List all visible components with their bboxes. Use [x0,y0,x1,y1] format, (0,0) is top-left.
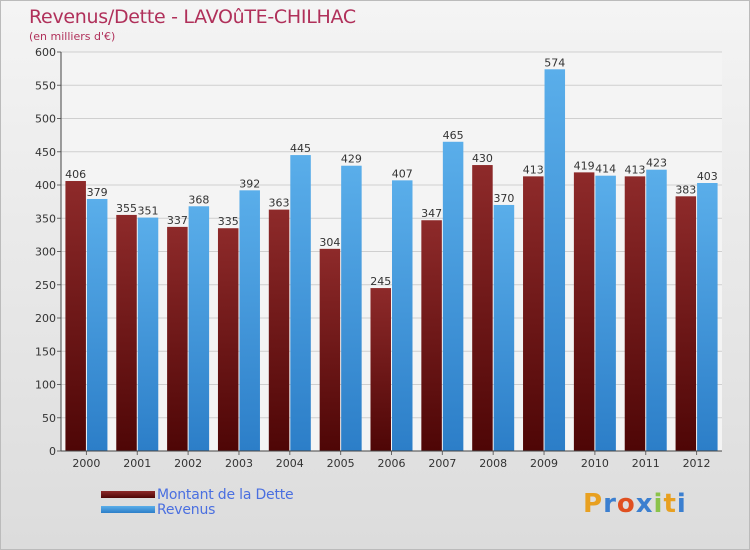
data-label-revenue: 368 [188,193,209,206]
chart-legend: Montant de la Dette Revenus [101,486,294,518]
data-label-debt: 383 [675,183,696,196]
proxiti-logo: Proxiti [583,489,687,519]
logo-letter: r [603,489,617,519]
data-label-debt: 245 [370,275,391,288]
x-tick-label: 2007 [428,457,456,470]
bar-debt [675,196,697,451]
bar-revenue [595,175,616,451]
x-tick-label: 2005 [327,457,355,470]
bar-debt [116,214,137,451]
y-tick-label: 550 [35,79,56,92]
legend-item-revenue: Revenus [101,501,293,518]
data-label-debt: 337 [167,214,188,227]
x-tick-label: 2006 [378,457,406,470]
y-tick-label: 50 [42,412,56,425]
logo-letter: x [635,489,654,519]
data-label-revenue: 379 [87,186,108,199]
x-tick-label: 2004 [276,457,304,470]
legend-swatch-revenue [101,506,155,513]
legend-item-debt: Montant de la Dette [101,486,294,503]
bar-debt [523,176,544,452]
data-label-debt: 413 [523,163,544,176]
logo-letter: i [676,489,687,519]
x-tick-label: 2002 [174,457,202,470]
legend-label-debt: Montant de la Dette [157,486,294,503]
bar-revenue [188,206,210,451]
data-label-revenue: 574 [544,56,565,69]
data-label-debt: 335 [218,215,239,228]
bar-debt [65,181,86,451]
data-label-debt: 304 [319,236,340,249]
data-label-revenue: 351 [138,205,159,218]
data-label-debt: 363 [269,197,290,210]
data-label-revenue: 407 [392,167,413,180]
y-tick-label: 500 [35,113,56,126]
bar-debt [319,248,341,451]
y-tick-label: 300 [35,246,56,259]
data-label-debt: 347 [421,207,442,220]
chart-title: Revenus/Dette - LAVOûTE-CHILHAC [29,6,356,28]
legend-swatch-debt [101,491,155,498]
bar-debt [573,172,595,452]
y-tick-label: 100 [35,379,56,392]
data-label-debt: 355 [116,202,137,215]
logo-letter: P [583,489,604,519]
data-label-debt: 406 [65,168,86,181]
bar-debt [217,228,239,451]
bar-debt [472,165,493,452]
bar-debt [421,220,442,451]
bar-revenue [341,165,362,451]
bar-revenue [544,69,566,451]
y-tick-label: 350 [35,212,56,225]
bar-revenue [86,198,108,451]
x-tick-label: 2000 [72,457,100,470]
bar-revenue [646,169,667,451]
data-label-debt: 419 [574,159,595,172]
x-tick-label: 2001 [123,457,151,470]
bar-debt [370,288,391,451]
data-label-debt: 413 [624,163,645,176]
y-tick-label: 150 [35,345,56,358]
y-tick-label: 250 [35,279,56,292]
data-label-revenue: 429 [341,153,362,166]
x-tick-label: 2011 [632,457,660,470]
x-tick-label: 2012 [683,457,711,470]
data-label-revenue: 370 [493,192,514,205]
logo-letter: o [616,489,636,519]
bar-debt [167,226,188,451]
data-label-revenue: 465 [443,129,464,142]
bar-revenue [290,155,311,451]
data-label-revenue: 392 [239,177,260,190]
x-tick-label: 2003 [225,457,253,470]
y-tick-label: 400 [35,179,56,192]
y-tick-label: 450 [35,146,56,159]
bar-revenue [239,190,260,451]
x-tick-label: 2009 [530,457,558,470]
x-tick-label: 2008 [479,457,507,470]
bar-revenue [697,183,718,451]
bar-revenue [442,141,464,451]
bar-revenue [137,217,159,451]
data-label-revenue: 414 [595,163,616,176]
logo-letter: t [663,489,677,519]
data-label-revenue: 445 [290,142,311,155]
bar-debt [624,176,646,452]
logo-letter: i [653,489,664,519]
y-tick-label: 0 [49,445,56,458]
data-label-revenue: 403 [697,170,718,183]
x-tick-label: 2010 [581,457,609,470]
data-label-debt: 430 [472,152,493,165]
bar-revenue [392,180,413,451]
legend-label-revenue: Revenus [157,501,216,518]
data-label-revenue: 423 [646,157,667,170]
y-tick-label: 200 [35,312,56,325]
chart-subtitle: (en milliers d'€) [29,30,116,43]
bar-debt [268,209,290,451]
bar-revenue [493,204,515,451]
y-tick-label: 600 [35,46,56,59]
